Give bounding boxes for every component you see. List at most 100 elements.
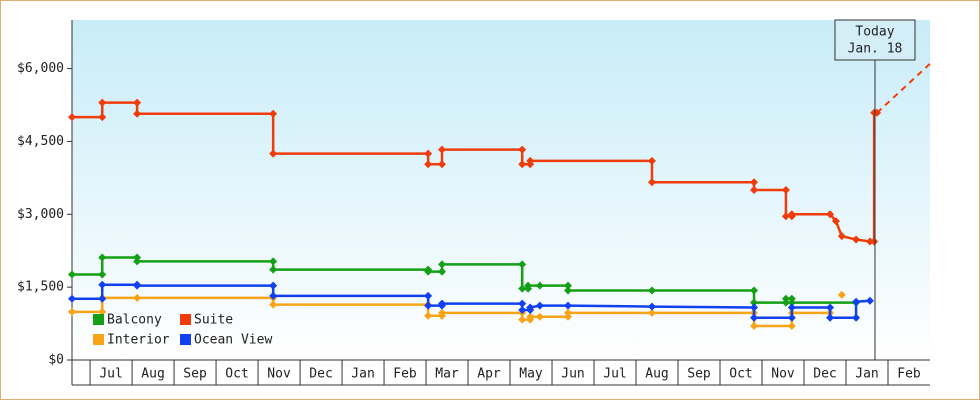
x-tick-label: Jan — [351, 367, 374, 382]
point — [98, 280, 107, 289]
point — [98, 294, 107, 303]
point — [750, 298, 759, 307]
point — [524, 281, 533, 290]
point — [133, 257, 142, 266]
x-tick-label: Jul — [99, 367, 122, 382]
point — [518, 299, 527, 308]
legend-swatch — [180, 314, 191, 325]
y-tick-label: $3,000 — [17, 207, 64, 222]
point — [750, 322, 759, 330]
legend-label: Interior — [107, 333, 170, 348]
point — [98, 113, 107, 122]
point — [647, 156, 656, 165]
x-tick-label: Jan — [855, 367, 878, 382]
point — [563, 281, 572, 290]
point — [68, 307, 76, 316]
y-tick-label: $0 — [48, 353, 64, 368]
point — [98, 98, 107, 107]
y-tick-label: $6,000 — [17, 61, 64, 76]
point — [68, 270, 76, 279]
plot-area — [72, 20, 930, 360]
point — [852, 313, 861, 322]
x-tick-label: Aug — [645, 367, 668, 382]
point — [787, 210, 796, 219]
point — [750, 313, 759, 322]
point — [518, 305, 527, 314]
point — [865, 237, 874, 246]
point — [852, 297, 861, 306]
point — [437, 267, 446, 276]
today-date: Jan. 18 — [848, 42, 903, 57]
point — [837, 232, 846, 241]
point — [563, 286, 572, 295]
point — [837, 290, 846, 299]
point — [750, 186, 759, 194]
point — [563, 301, 572, 310]
x-tick-label: Apr — [477, 367, 501, 382]
x-tick-label: Sep — [183, 367, 207, 382]
point — [826, 303, 835, 312]
point — [750, 303, 759, 312]
point — [781, 186, 790, 194]
point — [133, 98, 142, 107]
point — [98, 253, 107, 262]
point — [647, 302, 656, 311]
point — [826, 313, 835, 322]
point — [424, 291, 433, 300]
point — [826, 210, 835, 219]
y-tick-label: $4,500 — [17, 134, 64, 149]
x-tick-label: Aug — [141, 367, 164, 382]
point — [526, 156, 535, 165]
point — [437, 308, 446, 317]
point — [518, 260, 527, 269]
point — [787, 322, 796, 330]
point — [787, 313, 796, 322]
point — [865, 296, 874, 305]
point — [98, 307, 107, 316]
point — [518, 284, 527, 293]
point — [647, 178, 656, 187]
today-box — [834, 19, 916, 61]
point — [647, 308, 656, 317]
point — [518, 160, 527, 169]
point — [437, 160, 446, 169]
point — [133, 109, 142, 118]
legend-label: Suite — [194, 313, 233, 328]
point — [518, 145, 527, 154]
point — [781, 294, 790, 303]
point — [535, 281, 544, 290]
point — [787, 303, 796, 312]
point — [424, 301, 433, 310]
point — [269, 281, 278, 290]
x-tick-label: Nov — [771, 367, 795, 382]
point — [518, 315, 527, 324]
point — [269, 265, 278, 274]
point — [535, 312, 544, 321]
x-tick-label: Oct — [729, 367, 752, 382]
point — [269, 109, 278, 118]
legend-label: Balcony — [107, 313, 162, 328]
point — [750, 286, 759, 295]
forecast-line — [876, 62, 931, 114]
point — [437, 145, 446, 154]
point — [68, 294, 76, 303]
x-tick-label: Nov — [267, 367, 291, 382]
x-tick-label: Dec — [309, 367, 332, 382]
x-tick-label: Feb — [897, 367, 921, 382]
point — [424, 311, 433, 320]
legend-swatch — [93, 334, 104, 345]
x-tick-label: Jul — [603, 367, 626, 382]
today-label: Today — [855, 25, 894, 40]
point — [98, 270, 107, 279]
point — [269, 257, 278, 266]
point — [852, 235, 861, 244]
point — [831, 217, 840, 226]
point — [526, 303, 535, 312]
point — [870, 237, 879, 246]
point — [424, 160, 433, 169]
point — [424, 149, 433, 158]
point — [68, 113, 76, 122]
point — [647, 286, 656, 295]
x-tick-label: Dec — [813, 367, 836, 382]
